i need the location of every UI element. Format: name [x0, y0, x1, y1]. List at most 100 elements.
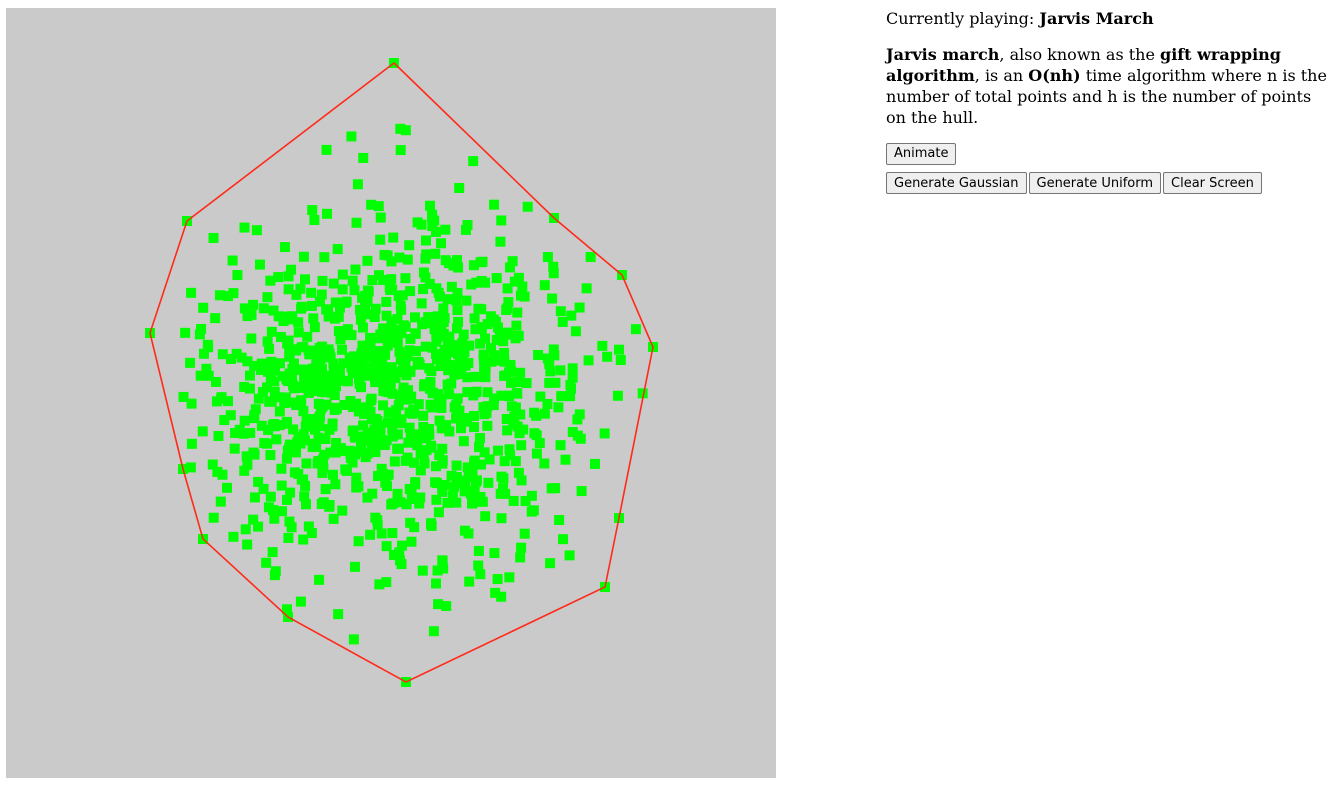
data-point: [371, 415, 382, 426]
data-point: [240, 524, 251, 535]
data-point: [442, 294, 453, 305]
data-point: [410, 328, 421, 339]
data-point: [383, 417, 394, 428]
data-point: [306, 300, 317, 311]
data-point: [534, 438, 545, 449]
info-panel: Currently playing: Jarvis March Jarvis m…: [886, 8, 1336, 200]
data-point: [374, 579, 385, 590]
data-point: [337, 284, 348, 295]
data-point: [517, 281, 528, 292]
data-point: [496, 591, 507, 602]
data-point: [514, 428, 525, 439]
data-point: [203, 370, 214, 381]
data-point: [256, 420, 267, 431]
data-point: [225, 410, 236, 421]
data-point: [416, 298, 427, 309]
data-point: [436, 238, 447, 249]
data-point: [372, 515, 383, 526]
data-point: [244, 383, 255, 394]
data-point: [208, 232, 219, 243]
data-point: [362, 255, 373, 266]
description-text-1: , also known as the: [999, 45, 1161, 64]
data-point: [239, 381, 250, 392]
data-point: [555, 306, 566, 317]
data-point: [327, 469, 338, 480]
data-point: [276, 463, 287, 474]
point-canvas[interactable]: [6, 8, 776, 778]
data-point: [348, 634, 359, 645]
generate-uniform-button[interactable]: Generate Uniform: [1028, 172, 1162, 194]
data-point: [256, 364, 267, 375]
data-point: [464, 576, 475, 587]
data-point: [241, 451, 252, 462]
data-point: [186, 438, 197, 449]
data-point: [506, 377, 517, 388]
data-point: [427, 387, 438, 398]
data-point: [444, 389, 455, 400]
generate-gaussian-button[interactable]: Generate Gaussian: [886, 172, 1027, 194]
data-point: [471, 277, 482, 288]
data-point: [531, 448, 542, 459]
data-point: [413, 429, 424, 440]
data-point: [333, 326, 344, 337]
visualization-area[interactable]: [6, 8, 776, 778]
data-point: [513, 467, 524, 478]
data-point: [353, 406, 364, 417]
data-point: [375, 234, 386, 245]
data-point: [402, 452, 413, 463]
data-point: [416, 219, 427, 230]
data-point: [296, 382, 307, 393]
data-point: [426, 518, 437, 529]
data-point: [360, 290, 371, 301]
data-point: [185, 357, 196, 368]
data-point: [311, 359, 322, 370]
clear-screen-button[interactable]: Clear Screen: [1163, 172, 1262, 194]
animate-button[interactable]: Animate: [886, 142, 957, 165]
data-point: [512, 377, 523, 388]
data-point: [400, 273, 411, 284]
data-point: [261, 557, 272, 568]
data-point: [424, 429, 435, 440]
data-point: [387, 284, 398, 295]
data-point: [388, 498, 399, 509]
data-point: [406, 493, 417, 504]
data-point: [458, 329, 469, 340]
data-point: [556, 391, 567, 402]
data-point: [574, 409, 585, 420]
data-point: [309, 322, 320, 333]
data-point: [482, 387, 493, 398]
data-point: [328, 358, 339, 369]
data-point: [351, 472, 362, 483]
data-point: [386, 274, 397, 285]
data-point: [467, 496, 478, 507]
data-point: [309, 215, 320, 226]
data-point: [324, 348, 335, 359]
data-point: [317, 341, 328, 352]
data-point: [208, 512, 219, 523]
data-point: [548, 268, 559, 279]
data-point: [317, 347, 328, 358]
data-point: [431, 334, 442, 345]
data-point: [451, 399, 462, 410]
data-point: [387, 431, 398, 442]
data-point: [386, 256, 397, 267]
currently-playing-algorithm: Jarvis March: [1039, 9, 1154, 28]
data-point: [489, 199, 500, 210]
data-point: [485, 342, 496, 353]
data-point: [489, 350, 500, 361]
data-point: [419, 458, 430, 469]
data-point: [397, 540, 408, 551]
data-point: [229, 443, 240, 454]
data-point: [437, 455, 448, 466]
data-point: [446, 378, 457, 389]
data-point: [292, 437, 303, 448]
data-point: [477, 256, 488, 267]
data-point: [272, 392, 283, 403]
data-point: [406, 536, 417, 547]
data-point: [431, 478, 442, 489]
data-point: [498, 336, 509, 347]
data-point: [280, 392, 291, 403]
data-point: [459, 486, 470, 497]
data-point: [441, 601, 452, 612]
data-point: [420, 341, 431, 352]
